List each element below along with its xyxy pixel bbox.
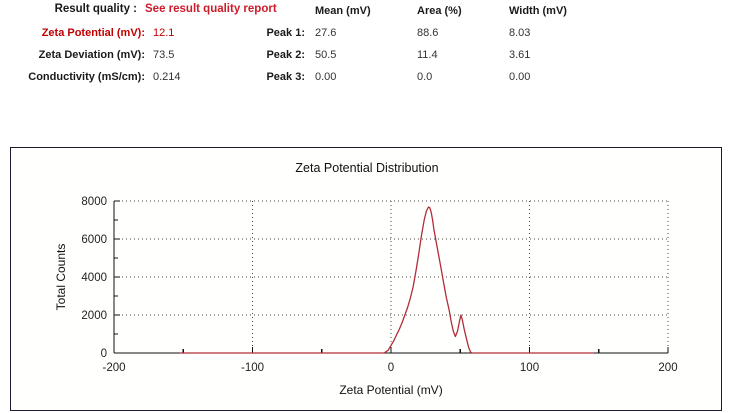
- x-tick-label: 0: [388, 362, 394, 374]
- zeta-potential-label: Zeta Potential (mV):: [41, 27, 145, 39]
- y-tick-label: 0: [101, 348, 107, 360]
- peak1-area: 88.6: [417, 27, 439, 39]
- zeta-distribution-plot: Zeta Potential Distribution Zeta Potenti…: [54, 161, 678, 397]
- y-tick-label: 4000: [81, 272, 107, 284]
- zeta-deviation-value: 73.5: [153, 49, 175, 61]
- conductivity-value: 0.214: [153, 71, 181, 83]
- x-tick-label: -100: [241, 362, 264, 374]
- x-tick-label: 100: [520, 362, 539, 374]
- column-header-width: Width (mV): [509, 5, 567, 17]
- column-header-mean: Mean (mV): [315, 5, 371, 17]
- chart-title: Zeta Potential Distribution: [295, 161, 438, 175]
- peak3-mean: 0.00: [315, 71, 337, 83]
- x-tick-label: 200: [658, 362, 677, 374]
- conductivity-label: Conductivity (mS/cm):: [28, 71, 145, 83]
- peak2-width: 3.61: [509, 49, 531, 61]
- x-axis-label: Zeta Potential (mV): [339, 383, 442, 397]
- peak1-label: Peak 1:: [266, 27, 305, 39]
- peak2-area: 11.4: [417, 49, 438, 61]
- peak2-label: Peak 2:: [266, 49, 305, 61]
- result-quality-report-link[interactable]: See result quality report: [145, 3, 277, 15]
- peak1-mean: 27.6: [315, 27, 337, 39]
- y-tick-label: 6000: [81, 234, 107, 246]
- column-header-area: Area (%): [417, 5, 462, 17]
- result-quality-row: Result quality : See result quality repo…: [0, 0, 277, 18]
- zeta-potential-value: 12.1: [153, 27, 175, 39]
- results-summary-table: Mean (mV) Area (%) Width (mV) Zeta Poten…: [0, 0, 737, 88]
- peak3-area: 0.0: [417, 71, 433, 83]
- result-quality-label: Result quality :: [54, 3, 137, 15]
- y-axis-label: Total Counts: [54, 244, 68, 311]
- peak3-width: 0.00: [509, 71, 531, 83]
- zeta-deviation-label: Zeta Deviation (mV):: [38, 49, 145, 61]
- zeta-distribution-chart: Zeta Potential Distribution Zeta Potenti…: [10, 147, 722, 411]
- peak2-mean: 50.5: [315, 49, 337, 61]
- y-tick-label: 8000: [81, 196, 107, 208]
- peak1-width: 8.03: [509, 27, 531, 39]
- distribution-curve: [179, 206, 594, 354]
- y-tick-label: 2000: [81, 310, 107, 322]
- peak3-label: Peak 3:: [266, 71, 305, 83]
- x-tick-label: -200: [102, 362, 125, 374]
